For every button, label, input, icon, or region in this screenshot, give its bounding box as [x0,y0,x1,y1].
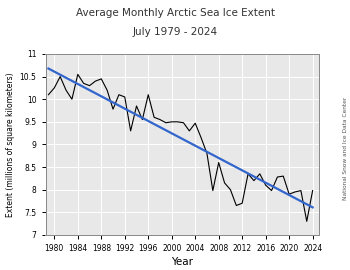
X-axis label: Year: Year [171,257,193,267]
Text: Average Monthly Arctic Sea Ice Extent: Average Monthly Arctic Sea Ice Extent [76,8,274,18]
Y-axis label: Extent (millions of square kilometers): Extent (millions of square kilometers) [6,72,15,217]
Text: National Snow and Ice Data Center: National Snow and Ice Data Center [343,97,348,200]
Text: July 1979 - 2024: July 1979 - 2024 [132,27,218,37]
